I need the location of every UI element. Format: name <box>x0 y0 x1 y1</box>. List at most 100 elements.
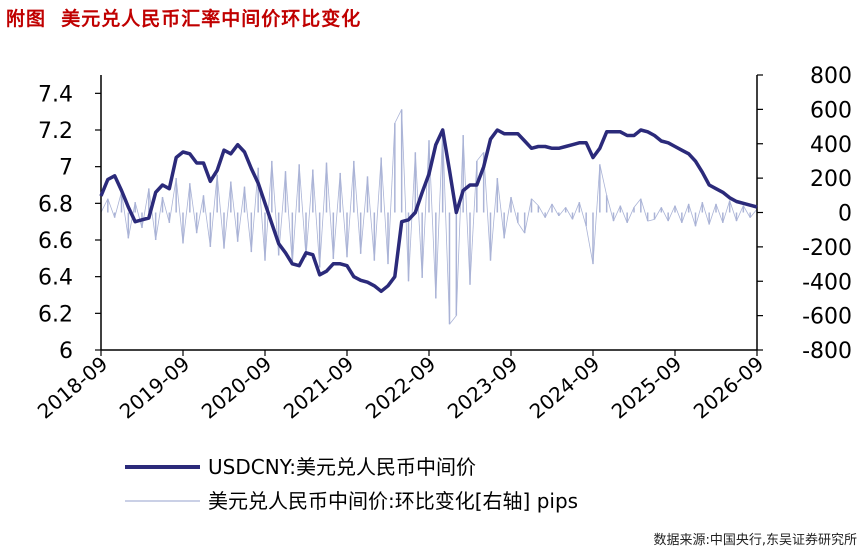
y-left-tick-label: 6.6 <box>38 229 73 254</box>
pips-segment <box>537 205 546 218</box>
pips-segment <box>421 140 430 278</box>
usdcny-line <box>99 128 758 294</box>
y-right-tick-label: -400 <box>802 270 852 295</box>
x-tick-labels: 2018-09 2019-09 2020-09 2021-09 2022-09 2023-… <box>33 350 768 424</box>
legend-label-bars: 美元兑人民币中间价:环比变化[右轴] pips <box>208 489 578 513</box>
pips-segment <box>524 198 532 234</box>
pips-segment <box>401 109 409 282</box>
pips-segment <box>353 160 362 254</box>
pips-segment <box>462 135 471 285</box>
pips-series <box>100 109 758 325</box>
y-right-tick-label: 0 <box>838 202 852 227</box>
pips-segment <box>312 169 321 268</box>
pips-segment <box>647 218 655 222</box>
y-right-tick-label: 600 <box>810 98 852 123</box>
pips-segment <box>619 205 628 223</box>
x-tick-label: 2021-09 <box>279 351 358 423</box>
pips-segment <box>285 171 293 265</box>
x-tick-label: 2022-09 <box>361 351 440 423</box>
pips-segment <box>722 200 731 223</box>
pips-segment <box>162 196 170 223</box>
pips-segment <box>715 203 724 223</box>
pips-segment <box>695 202 703 227</box>
pips-segment <box>585 226 594 265</box>
pips-segment <box>121 191 129 239</box>
pips-segment <box>230 181 239 242</box>
pips-segment <box>544 203 553 218</box>
y-left-tick-label: 6.8 <box>38 192 73 217</box>
legend-label-line: USDCNY:美元兑人民币中间价 <box>208 455 476 479</box>
pips-segment <box>558 207 566 217</box>
pips-segment <box>654 207 662 220</box>
pips-segment <box>141 188 150 229</box>
y-left-tick-label: 7 <box>59 156 73 181</box>
pips-segment <box>367 176 375 261</box>
pips-segment <box>592 164 601 265</box>
pips-segment <box>305 169 314 258</box>
pips-segment <box>510 196 519 223</box>
pips-segment <box>114 191 122 218</box>
pips-segment <box>708 203 717 225</box>
pips-segment <box>373 157 382 261</box>
y-right-tick-labels: 800 600 400 200 0 -200 -400 -600 -800 <box>757 64 852 364</box>
y-left-tick-label: 6.4 <box>38 266 73 291</box>
x-tick-label: 2019-09 <box>115 351 194 423</box>
y-left-tick-label: 6 <box>59 339 73 364</box>
pips-segment <box>476 152 484 162</box>
source-note: 数据来源:中国央行,东吴证券研究所 <box>653 533 857 548</box>
y-right-tick-label: -200 <box>802 236 852 261</box>
pips-segment <box>442 129 450 325</box>
x-tick-label: 2026-09 <box>689 351 768 423</box>
pips-segment <box>749 208 758 218</box>
pips-segment <box>503 196 512 239</box>
x-tick-label: 2024-09 <box>525 351 604 423</box>
y-right-tick-label: 800 <box>810 64 852 89</box>
y-right-tick-label: 400 <box>810 133 852 158</box>
x-tick-label: 2020-09 <box>197 351 276 423</box>
pips-segment <box>319 162 327 268</box>
y-right-tick-label: -800 <box>802 339 852 364</box>
pips-segment <box>674 205 683 223</box>
pips-segment <box>551 203 560 217</box>
pips-segment <box>175 178 184 244</box>
pips-segment <box>578 202 587 227</box>
pips-segment <box>572 202 580 220</box>
pips-segment <box>613 205 621 222</box>
pips-segment <box>244 186 252 253</box>
pips-segment <box>701 202 710 225</box>
pips-segment <box>531 198 539 206</box>
pips-segment <box>394 109 403 124</box>
pips-segment <box>729 200 737 222</box>
pips-segment <box>278 171 286 256</box>
pips-segment <box>490 178 498 261</box>
pips-segment <box>387 123 396 265</box>
pips-segment <box>606 195 614 222</box>
pips-segment <box>435 129 444 299</box>
y-left-tick-label: 7.2 <box>38 119 73 144</box>
y-right-tick-label: 200 <box>810 167 852 192</box>
pips-segment <box>667 205 676 222</box>
pips-segment <box>660 207 669 222</box>
pips-segment <box>455 135 464 316</box>
pips-segment <box>742 205 751 218</box>
pips-segment <box>189 183 198 234</box>
pips-segment <box>209 174 218 247</box>
pips-segment <box>736 205 744 222</box>
x-tick-label: 2025-09 <box>607 351 686 423</box>
pips-segment <box>496 178 505 239</box>
pips-segment <box>196 195 204 234</box>
pips-segment <box>291 164 300 265</box>
y-right-tick-label: -600 <box>802 305 852 330</box>
pips-segment <box>517 222 526 234</box>
pips-segment <box>469 160 478 285</box>
chart-title: 附图 美元兑人民币汇率中间价环比变化 <box>6 8 362 30</box>
pips-segment <box>346 160 355 258</box>
pips-segment <box>168 178 177 223</box>
pips-segment <box>414 152 423 278</box>
pips-segment <box>640 198 649 222</box>
pips-segment <box>216 174 225 249</box>
pips-segment <box>237 186 245 242</box>
pips-segment <box>223 181 232 249</box>
pips-segment <box>681 203 690 223</box>
